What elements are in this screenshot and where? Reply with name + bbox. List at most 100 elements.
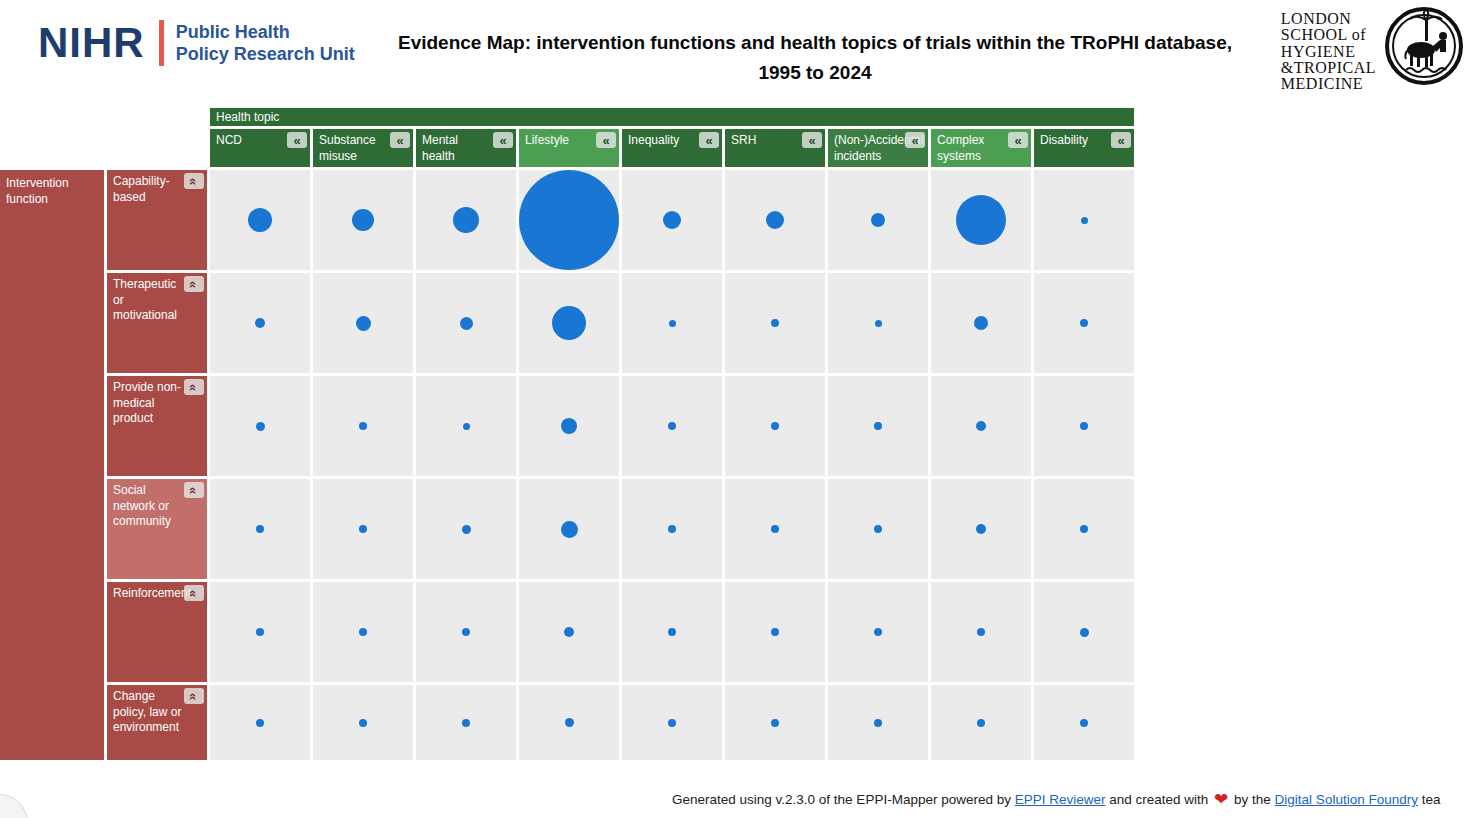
bubble[interactable] (771, 525, 779, 533)
bubble[interactable] (453, 207, 479, 233)
bubble[interactable] (874, 719, 882, 727)
bubble[interactable] (561, 521, 578, 538)
bubble[interactable] (462, 628, 470, 636)
column-header-disability[interactable]: Disability« (1034, 129, 1134, 167)
bubble[interactable] (875, 320, 882, 327)
bubble[interactable] (874, 525, 882, 533)
bubble[interactable] (871, 213, 885, 227)
map-cell-therapeutic-or-motivational-disability (1034, 273, 1134, 373)
collapse-row-icon[interactable]: « (184, 688, 204, 704)
bubble[interactable] (1081, 217, 1088, 224)
bubble[interactable] (256, 628, 264, 636)
bubble[interactable] (668, 719, 676, 727)
lshtm-logo: LONDON SCHOOL of HYGIENE &TROPICAL MEDIC… (1281, 6, 1464, 93)
bubble[interactable] (359, 422, 367, 430)
bubble[interactable] (974, 316, 988, 330)
bubble[interactable] (248, 208, 272, 232)
bubble[interactable] (256, 422, 265, 431)
collapse-row-icon[interactable]: « (184, 585, 204, 601)
collapse-column-icon[interactable]: « (287, 132, 307, 148)
collapse-row-icon[interactable]: « (184, 379, 204, 395)
collapse-column-icon[interactable]: « (390, 132, 410, 148)
column-header-ncd[interactable]: NCD« (210, 129, 310, 167)
collapse-column-icon[interactable]: « (596, 132, 616, 148)
collapse-column-icon[interactable]: « (699, 132, 719, 148)
map-cell-provide-non-medical-product-disability (1034, 376, 1134, 476)
map-cell-capability-based-complex-systems (931, 170, 1031, 270)
bubble[interactable] (1080, 719, 1088, 727)
page-title-line2: 1995 to 2024 (340, 58, 1290, 88)
evidence-map-page: NIHR Public Health Policy Research Unit … (0, 0, 1478, 818)
bubble[interactable] (256, 719, 264, 727)
bubble[interactable] (669, 320, 676, 327)
map-cell-change-policy-law-or-environment-non-accidental-incidents (828, 685, 928, 760)
bubble[interactable] (359, 719, 367, 727)
bubble[interactable] (771, 422, 779, 430)
bubble[interactable] (256, 525, 264, 533)
bubble[interactable] (766, 211, 784, 229)
bubble[interactable] (771, 319, 779, 327)
bubble[interactable] (668, 525, 676, 533)
eppi-reviewer-link[interactable]: EPPI Reviewer (1015, 792, 1106, 807)
bubble[interactable] (359, 525, 367, 533)
bubble[interactable] (564, 627, 574, 637)
corner-widget-bubble[interactable] (0, 794, 28, 818)
row-header-therapeutic-or-motivational[interactable]: Therapeutic or motivational« (107, 273, 207, 373)
row-header-social-network-or-community[interactable]: Social network or community« (107, 479, 207, 579)
collapse-column-icon[interactable]: « (1008, 132, 1028, 148)
bubble[interactable] (255, 318, 265, 328)
map-cell-capability-based-lifestyle (519, 170, 619, 270)
bubble[interactable] (663, 211, 681, 229)
row-header-change-policy-law-or-environment[interactable]: Change policy, law or environment« (107, 685, 207, 760)
bubble[interactable] (977, 628, 985, 636)
collapse-column-icon[interactable]: « (802, 132, 822, 148)
collapse-column-icon[interactable]: « (905, 132, 925, 148)
row-header-reinforcement[interactable]: Reinforcement« (107, 582, 207, 682)
map-cell-social-network-or-community-lifestyle (519, 479, 619, 579)
bubble[interactable] (977, 719, 985, 727)
bubble[interactable] (463, 423, 470, 430)
bubble[interactable] (668, 422, 676, 430)
lshtm-line: LONDON (1281, 11, 1376, 27)
bubble[interactable] (359, 628, 367, 636)
column-header-non-accidental-incidents[interactable]: (Non-)Accidental incidents« (828, 129, 928, 167)
bubble[interactable] (460, 317, 473, 330)
bubble[interactable] (874, 628, 882, 636)
collapse-row-icon[interactable]: « (184, 276, 204, 292)
bubble[interactable] (519, 170, 619, 270)
column-header-lifestyle[interactable]: Lifestyle« (519, 129, 619, 167)
bubble[interactable] (356, 316, 371, 331)
bubble[interactable] (956, 195, 1006, 245)
row-header-capability-based[interactable]: Capability-based« (107, 170, 207, 270)
column-header-srh[interactable]: SRH« (725, 129, 825, 167)
collapse-row-icon[interactable]: « (184, 173, 204, 189)
column-header-mental-health[interactable]: Mental health« (416, 129, 516, 167)
bubble[interactable] (565, 718, 574, 727)
nihr-logo-divider (159, 20, 164, 66)
bubble[interactable] (1080, 628, 1089, 637)
bubble[interactable] (1080, 319, 1088, 327)
bubble[interactable] (352, 209, 374, 231)
bubble[interactable] (552, 306, 586, 340)
bubble[interactable] (1080, 525, 1088, 533)
bubble[interactable] (462, 525, 471, 534)
digital-solution-foundry-link[interactable]: Digital Solution Foundry (1275, 792, 1418, 807)
column-header-inequality[interactable]: Inequality« (622, 129, 722, 167)
bubble[interactable] (976, 421, 986, 431)
bubble[interactable] (771, 628, 779, 636)
bubble[interactable] (561, 418, 577, 434)
map-cell-provide-non-medical-product-mental-health (416, 376, 516, 476)
bubble[interactable] (874, 422, 882, 430)
collapse-column-icon[interactable]: « (493, 132, 513, 148)
collapse-row-icon[interactable]: « (184, 482, 204, 498)
bubble[interactable] (771, 719, 779, 727)
bubble[interactable] (976, 524, 986, 534)
bubble[interactable] (1080, 422, 1088, 430)
column-header-substance-misuse[interactable]: Substance misuse« (313, 129, 413, 167)
column-header-complex-systems[interactable]: Complex systems« (931, 129, 1031, 167)
collapse-column-icon[interactable]: « (1111, 132, 1131, 148)
bubble[interactable] (462, 719, 470, 727)
row-header-provide-non-medical-product[interactable]: Provide non-medical product« (107, 376, 207, 476)
row-header-label: Provide non-medical product (113, 380, 185, 427)
bubble[interactable] (668, 628, 676, 636)
